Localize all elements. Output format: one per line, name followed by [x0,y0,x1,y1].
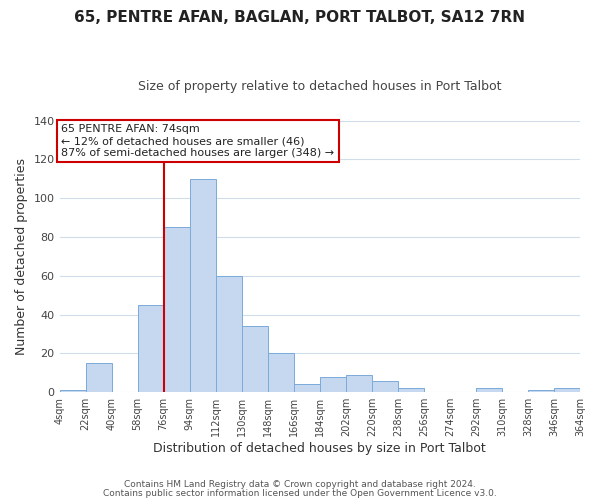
Text: 65, PENTRE AFAN, BAGLAN, PORT TALBOT, SA12 7RN: 65, PENTRE AFAN, BAGLAN, PORT TALBOT, SA… [74,10,526,25]
Text: Contains HM Land Registry data © Crown copyright and database right 2024.: Contains HM Land Registry data © Crown c… [124,480,476,489]
Bar [86,363,112,392]
Bar [294,384,320,392]
Bar [346,374,372,392]
Text: Contains public sector information licensed under the Open Government Licence v3: Contains public sector information licen… [103,489,497,498]
Bar [215,276,242,392]
Bar [190,179,215,392]
Bar [320,376,346,392]
Y-axis label: Number of detached properties: Number of detached properties [15,158,28,355]
Bar [528,390,554,392]
Text: 65 PENTRE AFAN: 74sqm
← 12% of detached houses are smaller (46)
87% of semi-deta: 65 PENTRE AFAN: 74sqm ← 12% of detached … [61,124,334,158]
Bar [398,388,424,392]
Bar [59,390,86,392]
Bar [137,305,164,392]
Bar [476,388,502,392]
Bar [554,388,580,392]
X-axis label: Distribution of detached houses by size in Port Talbot: Distribution of detached houses by size … [154,442,486,455]
Bar [372,380,398,392]
Bar [164,228,190,392]
Title: Size of property relative to detached houses in Port Talbot: Size of property relative to detached ho… [138,80,502,93]
Bar [268,354,294,392]
Bar [242,326,268,392]
